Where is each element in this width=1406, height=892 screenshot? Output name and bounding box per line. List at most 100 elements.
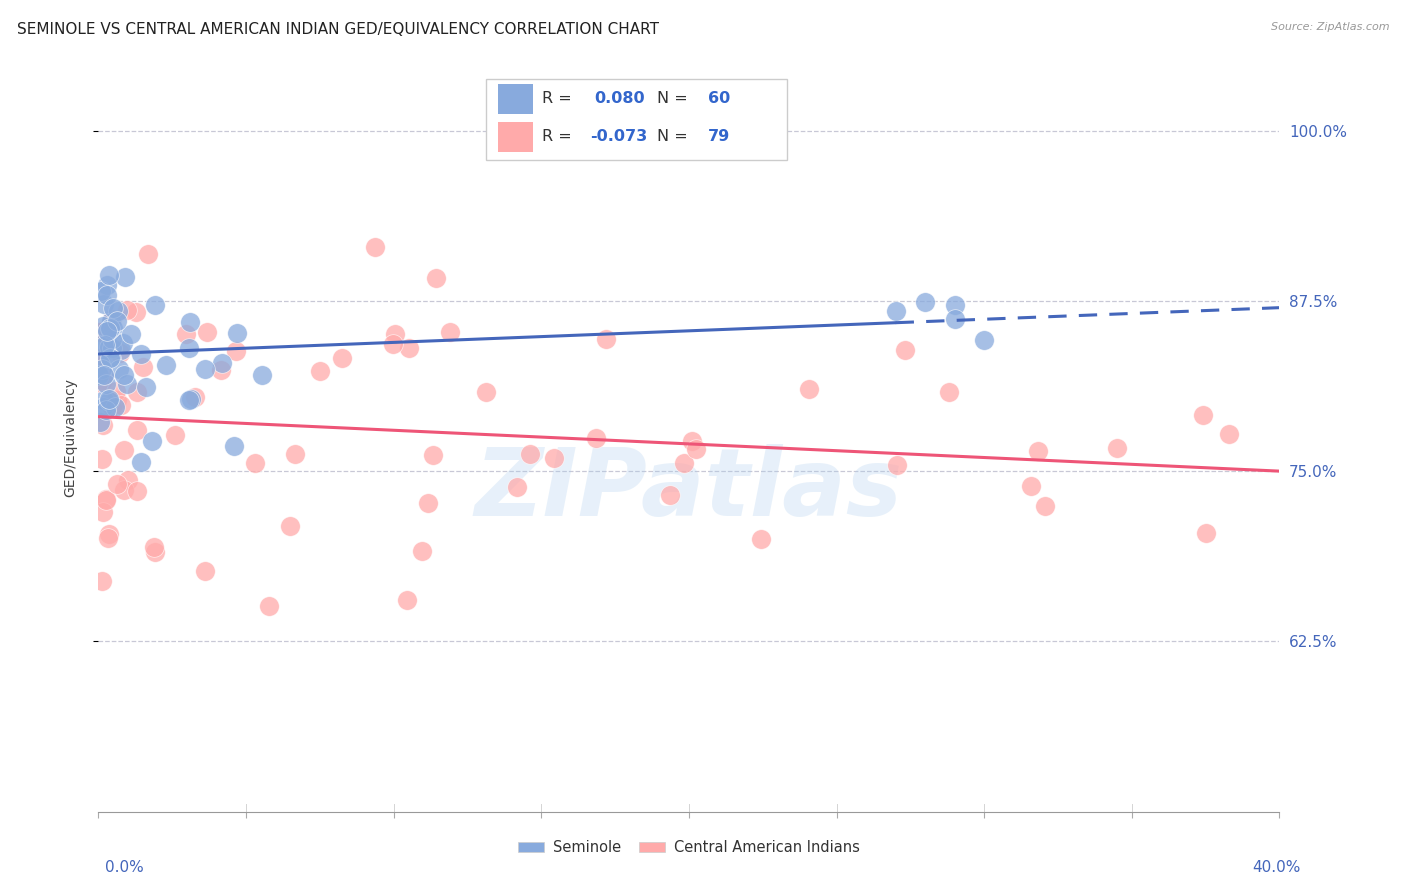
Text: 60: 60 bbox=[707, 91, 730, 106]
Point bbox=[103, 301, 125, 315]
Point bbox=[90, 285, 112, 299]
Point bbox=[422, 448, 444, 462]
Point bbox=[179, 393, 201, 408]
Point bbox=[89, 415, 111, 429]
Point bbox=[89, 325, 111, 339]
Point bbox=[96, 324, 118, 338]
Point bbox=[163, 428, 186, 442]
Text: R =: R = bbox=[543, 91, 578, 106]
Point bbox=[91, 362, 114, 376]
Point bbox=[107, 303, 129, 318]
Point bbox=[973, 334, 995, 348]
Point bbox=[104, 384, 127, 398]
Point bbox=[226, 326, 249, 340]
Point bbox=[894, 343, 917, 358]
Point bbox=[174, 326, 197, 341]
Point bbox=[125, 304, 148, 318]
Point bbox=[91, 452, 114, 467]
Point bbox=[211, 356, 233, 370]
Point bbox=[136, 247, 159, 261]
Point bbox=[225, 344, 247, 359]
Point bbox=[127, 384, 149, 399]
Point bbox=[543, 450, 565, 465]
Point bbox=[257, 599, 280, 614]
Point bbox=[127, 483, 149, 498]
Point bbox=[1218, 426, 1240, 441]
Point bbox=[101, 320, 124, 334]
Point bbox=[91, 319, 114, 334]
Point bbox=[658, 488, 681, 502]
Point bbox=[938, 385, 960, 400]
Point bbox=[97, 340, 120, 354]
Point bbox=[396, 593, 419, 607]
Point bbox=[120, 327, 142, 342]
Point bbox=[98, 392, 121, 406]
Point bbox=[749, 533, 772, 547]
Point bbox=[411, 543, 433, 558]
Point bbox=[101, 311, 124, 326]
Point bbox=[97, 532, 120, 546]
Point bbox=[416, 496, 439, 510]
Point bbox=[505, 480, 527, 494]
Text: 79: 79 bbox=[707, 128, 730, 144]
Point bbox=[105, 476, 128, 491]
Text: 0.0%: 0.0% bbox=[105, 860, 145, 874]
Point bbox=[87, 376, 110, 390]
Point bbox=[108, 346, 131, 360]
Point bbox=[180, 392, 202, 406]
Point bbox=[143, 297, 166, 311]
Point bbox=[129, 347, 152, 361]
Point bbox=[98, 268, 121, 283]
Point bbox=[398, 341, 420, 355]
Point bbox=[96, 278, 118, 293]
Point bbox=[681, 434, 703, 448]
Point bbox=[284, 447, 307, 461]
Point bbox=[112, 483, 135, 497]
Point bbox=[797, 382, 820, 396]
Point bbox=[943, 298, 966, 312]
Point bbox=[105, 393, 128, 408]
Point bbox=[94, 492, 117, 507]
Point bbox=[93, 368, 115, 382]
Point bbox=[155, 359, 177, 373]
Point bbox=[184, 390, 207, 404]
Point bbox=[384, 327, 406, 342]
Point bbox=[114, 270, 136, 285]
Point bbox=[98, 393, 121, 408]
Point bbox=[98, 351, 121, 366]
Point bbox=[117, 473, 139, 487]
Point bbox=[194, 564, 217, 578]
Point bbox=[914, 294, 936, 309]
Point bbox=[110, 398, 132, 412]
FancyBboxPatch shape bbox=[486, 78, 787, 160]
Point bbox=[101, 341, 124, 355]
Point bbox=[96, 376, 118, 391]
Point bbox=[100, 332, 122, 346]
Point bbox=[96, 288, 118, 302]
Point bbox=[243, 456, 266, 470]
Point bbox=[519, 447, 541, 461]
Point bbox=[94, 338, 117, 352]
Point bbox=[195, 325, 218, 339]
FancyBboxPatch shape bbox=[498, 122, 533, 152]
Point bbox=[585, 431, 607, 445]
Point bbox=[439, 325, 461, 339]
Point bbox=[131, 359, 153, 374]
Point bbox=[1195, 526, 1218, 541]
Point bbox=[143, 540, 166, 554]
Point bbox=[224, 440, 246, 454]
Point bbox=[1019, 479, 1042, 493]
Point bbox=[107, 362, 129, 376]
Point bbox=[943, 312, 966, 326]
Point bbox=[1105, 441, 1128, 455]
Point bbox=[93, 296, 115, 310]
Point bbox=[105, 314, 128, 328]
Point bbox=[381, 337, 404, 351]
Point bbox=[96, 493, 118, 508]
Point bbox=[91, 505, 114, 519]
Point bbox=[364, 240, 387, 254]
Text: N =: N = bbox=[657, 128, 693, 144]
Point bbox=[685, 442, 707, 456]
Point bbox=[194, 361, 217, 376]
Point bbox=[89, 358, 111, 372]
